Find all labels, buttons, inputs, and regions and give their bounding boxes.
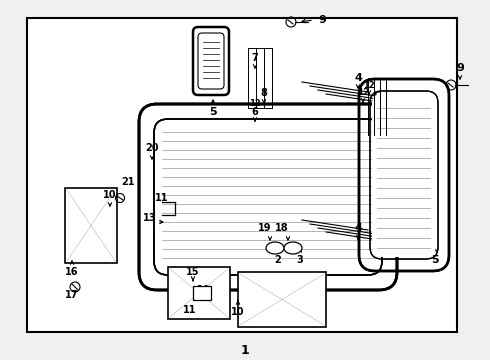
Text: 20: 20 <box>145 143 159 153</box>
Text: 6: 6 <box>252 107 258 117</box>
Text: 2: 2 <box>274 255 281 265</box>
Bar <box>27 18 457 332</box>
Text: 8: 8 <box>261 88 268 98</box>
Bar <box>238 272 326 327</box>
Text: 5: 5 <box>431 255 439 265</box>
Bar <box>193 286 211 300</box>
Text: 10: 10 <box>231 307 245 317</box>
Text: 16: 16 <box>65 267 79 277</box>
Text: 1: 1 <box>241 343 249 356</box>
Text: 4: 4 <box>354 223 362 233</box>
Ellipse shape <box>284 242 302 254</box>
Text: 9: 9 <box>318 15 326 25</box>
FancyBboxPatch shape <box>156 121 380 273</box>
Bar <box>65 188 117 263</box>
Text: 17: 17 <box>65 290 79 300</box>
Ellipse shape <box>266 242 284 254</box>
FancyBboxPatch shape <box>372 93 436 257</box>
Text: 7: 7 <box>252 53 258 63</box>
Text: 12: 12 <box>363 81 375 90</box>
Text: 19: 19 <box>258 223 272 233</box>
Bar <box>168 267 230 319</box>
Text: 9: 9 <box>456 63 464 73</box>
Text: 3: 3 <box>296 255 303 265</box>
Text: 12: 12 <box>357 87 369 96</box>
Text: 11: 11 <box>183 305 197 315</box>
Text: 15: 15 <box>186 267 200 277</box>
Text: 13: 13 <box>143 213 157 223</box>
Text: 14: 14 <box>196 285 208 294</box>
Text: 5: 5 <box>209 107 217 117</box>
Text: 4: 4 <box>354 73 362 83</box>
Text: 21: 21 <box>121 177 135 187</box>
Text: 11: 11 <box>155 193 169 203</box>
Text: 12: 12 <box>249 99 261 108</box>
Text: 18: 18 <box>275 223 289 233</box>
Text: 10: 10 <box>103 190 117 200</box>
Text: 6: 6 <box>373 91 380 101</box>
